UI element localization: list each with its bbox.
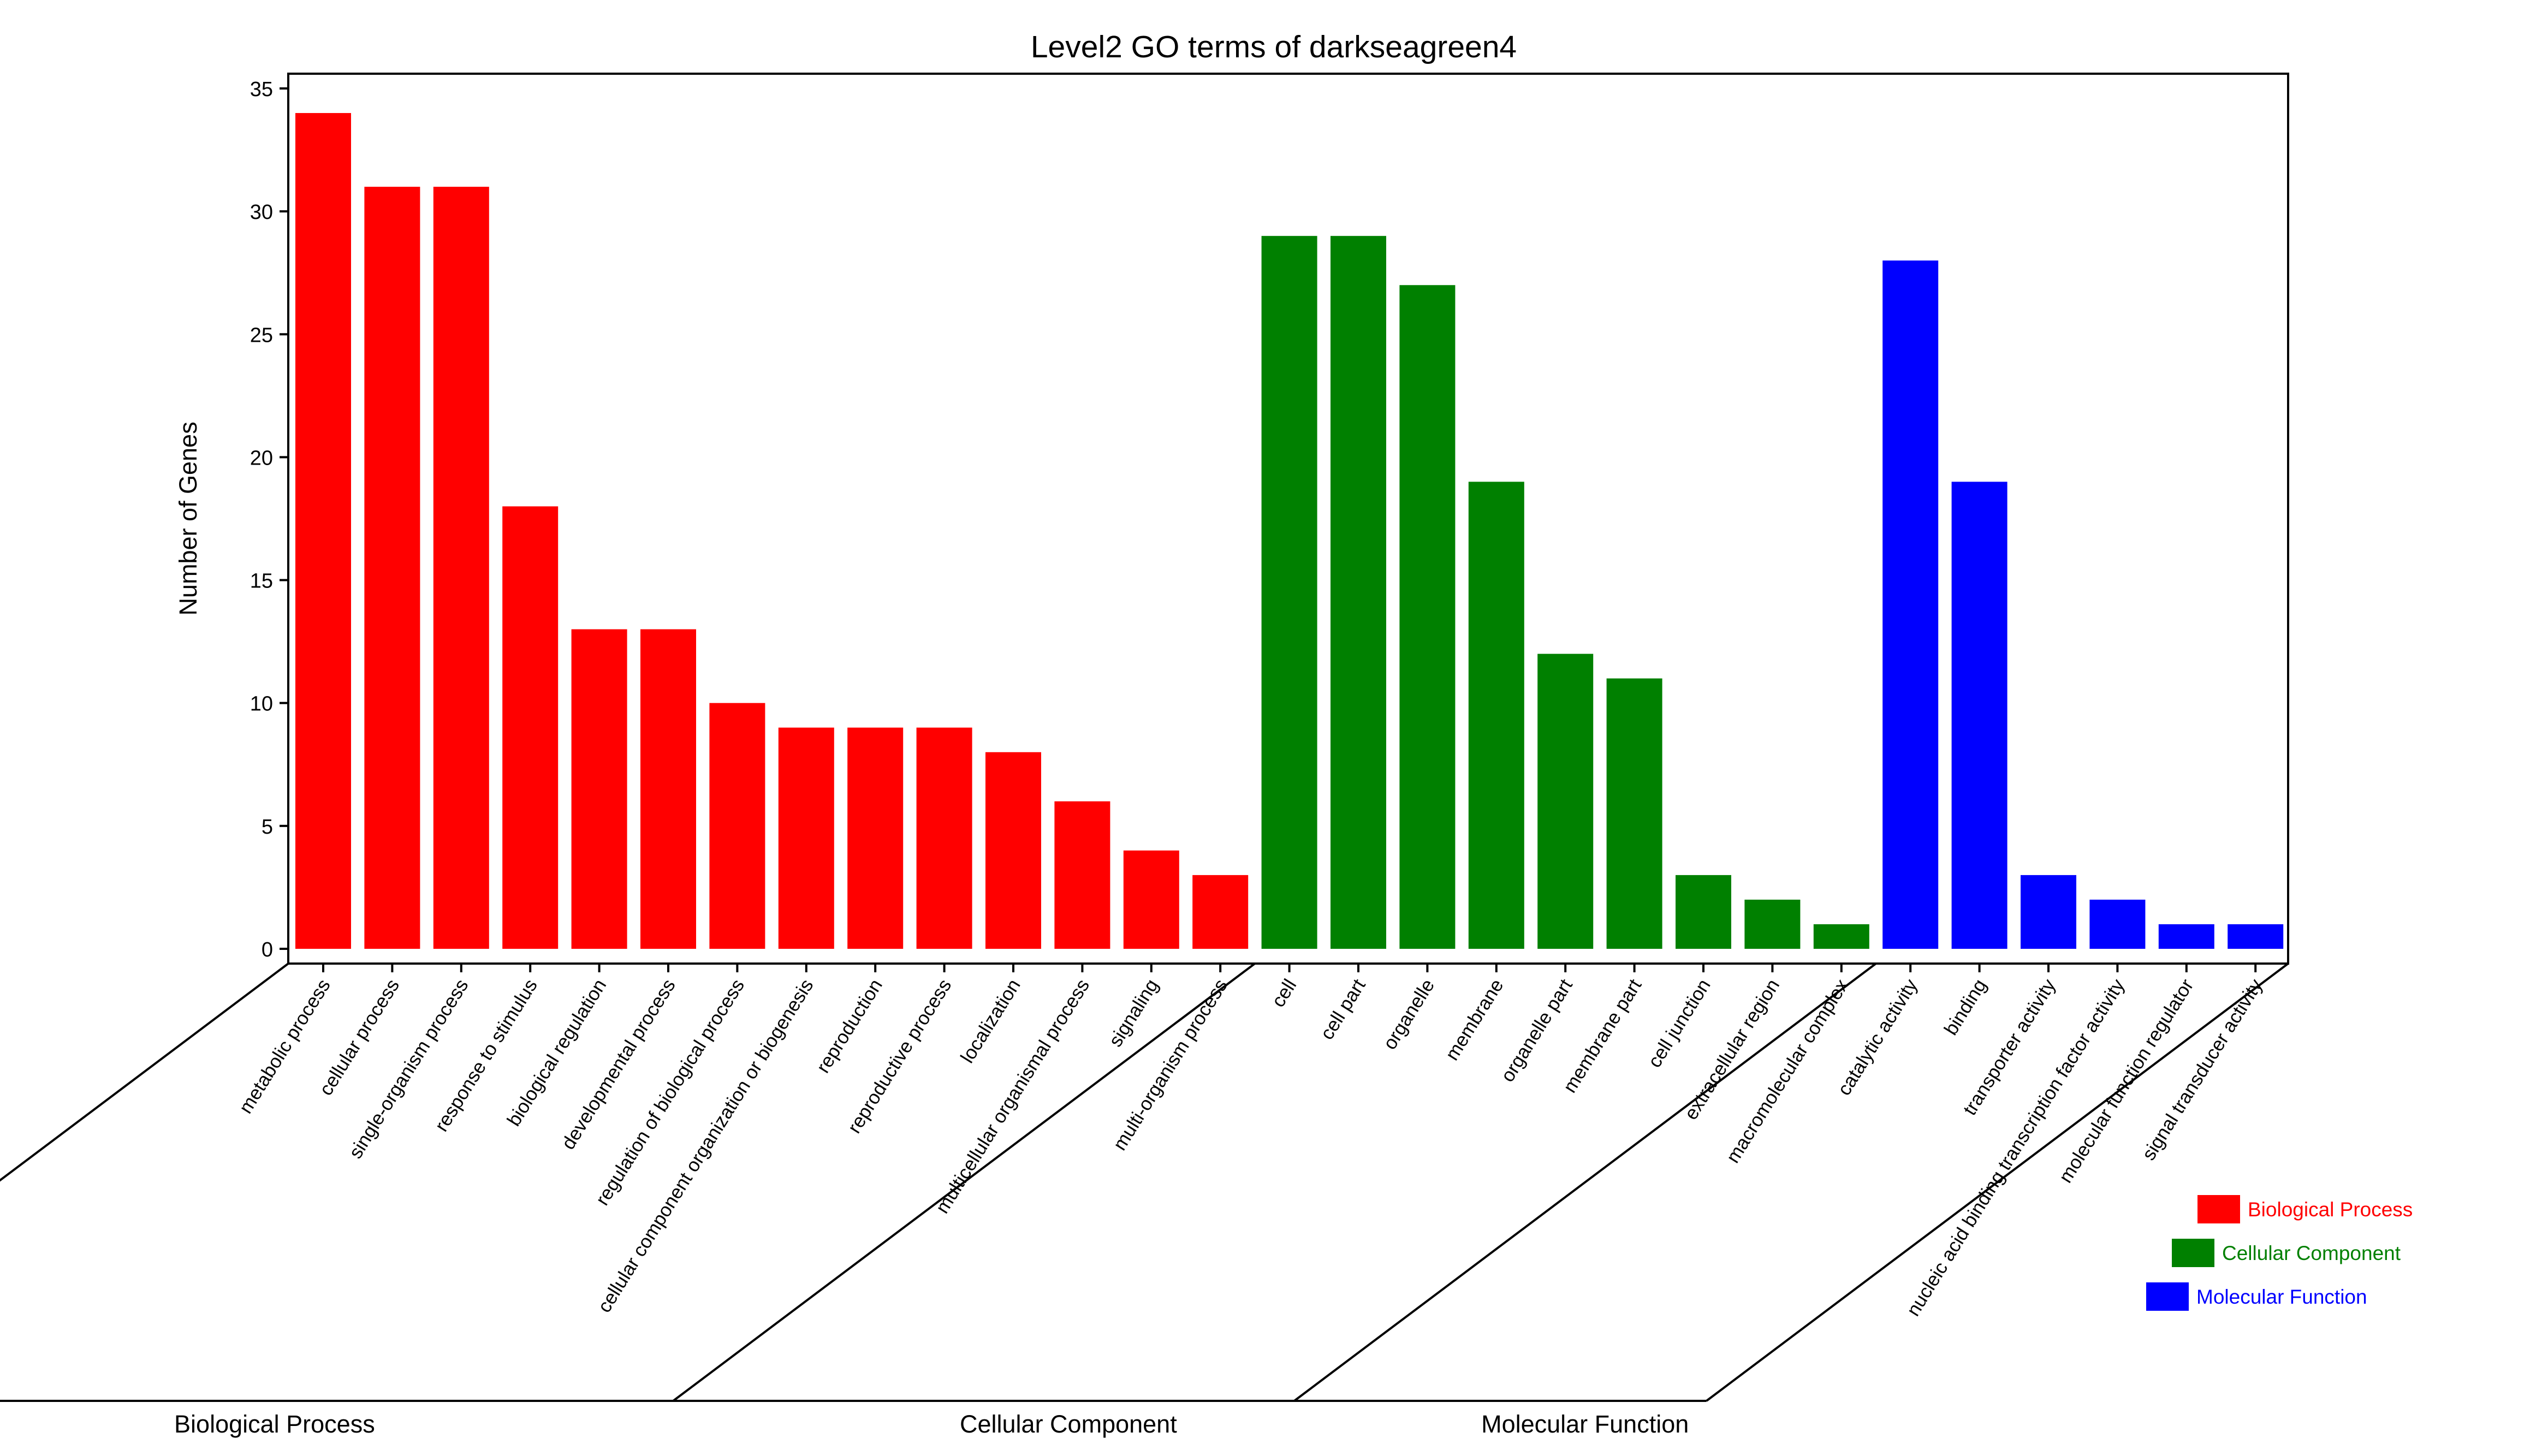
bars — [295, 113, 2284, 949]
x-tick-label: cell junction — [1644, 976, 1715, 1072]
x-tick-label: membrane — [1441, 976, 1508, 1065]
bar — [571, 629, 627, 949]
bar — [847, 727, 904, 949]
legend: Biological Process Cellular Component Mole… — [2146, 1195, 2413, 1311]
y-tick-label: 30 — [250, 201, 273, 224]
bar — [1882, 260, 1939, 949]
bar — [2228, 924, 2284, 949]
bar — [1676, 875, 1731, 949]
bar — [1951, 482, 2007, 949]
y-axis: 0 5 10 15 20 25 30 35 — [250, 78, 288, 961]
x-tick-label: organelle part — [1496, 975, 1577, 1085]
x-tick-label: single-organism process — [345, 976, 472, 1162]
y-tick-label: 5 — [262, 816, 273, 839]
group-label: Cellular Component — [960, 1410, 1177, 1438]
bar — [502, 506, 559, 949]
bar — [916, 727, 972, 949]
bar — [2089, 899, 2146, 949]
bar — [2158, 924, 2214, 949]
y-tick-label: 20 — [250, 447, 273, 470]
bar — [1468, 482, 1524, 949]
group-separator — [672, 962, 1256, 1402]
bar — [1744, 899, 1801, 949]
x-tick-label: regulation of biological process — [591, 976, 749, 1209]
y-tick-label: 0 — [262, 938, 273, 961]
y-tick-label: 10 — [250, 693, 273, 716]
x-tick-label: cell part — [1316, 975, 1370, 1043]
group-separator — [1293, 962, 1877, 1402]
x-tick-label: multicellular organismal process — [931, 976, 1094, 1217]
x-tick-label: localization — [957, 976, 1025, 1067]
x-tick-label: metabolic process — [235, 976, 335, 1118]
legend-label: Biological Process — [2248, 1198, 2413, 1221]
bar — [709, 703, 765, 949]
bar — [778, 727, 834, 949]
bar — [1192, 875, 1249, 949]
group-separator — [0, 962, 289, 1182]
chart-title: Level2 GO terms of darkseagreen4 — [1031, 29, 1517, 64]
legend-swatch — [2197, 1195, 2240, 1223]
bar — [1331, 236, 1386, 949]
bar — [1606, 678, 1662, 949]
legend-label: Molecular Function — [2196, 1286, 2367, 1308]
x-tick-label: organelle — [1379, 976, 1439, 1054]
bar — [364, 187, 420, 949]
bar — [1054, 801, 1110, 949]
category-groups: Biological Process Cellular Component Mole… — [0, 962, 2289, 1438]
bar — [985, 752, 1041, 949]
x-tick-label: reproduction — [812, 976, 887, 1077]
y-tick-label: 25 — [250, 324, 273, 347]
legend-label: Cellular Component — [2222, 1242, 2401, 1264]
group-label: Molecular Function — [1481, 1410, 1689, 1438]
bar — [1537, 653, 1594, 949]
group-label: Biological Process — [174, 1410, 375, 1438]
x-tick-label: binding — [1940, 976, 1991, 1039]
bar — [295, 113, 351, 949]
bar — [1399, 285, 1456, 949]
bar — [433, 187, 489, 949]
y-tick-label: 35 — [250, 78, 273, 101]
x-tick-label: cell — [1267, 976, 1300, 1011]
bar — [2021, 875, 2076, 949]
bar — [1261, 236, 1317, 949]
y-axis-label: Number of Genes — [174, 421, 202, 615]
legend-swatch — [2172, 1239, 2214, 1267]
x-tick-label: macromolecular complex — [1722, 975, 1852, 1167]
bar — [1813, 924, 1869, 949]
bar — [640, 629, 696, 949]
legend-swatch — [2146, 1282, 2189, 1311]
x-tick-label: signal transducer activity — [2138, 975, 2267, 1164]
bar — [1123, 850, 1179, 949]
y-tick-label: 15 — [250, 570, 273, 593]
group-separator — [1706, 962, 2289, 1402]
plot-frame — [287, 73, 2289, 965]
x-tick-label: molecular function regulator — [2055, 975, 2198, 1186]
